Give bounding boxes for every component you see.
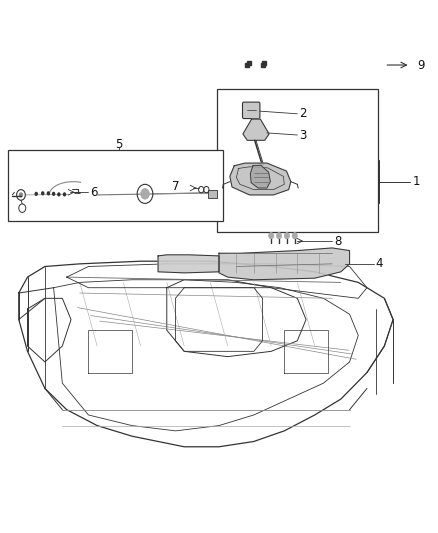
Polygon shape <box>251 165 270 188</box>
Circle shape <box>57 192 60 197</box>
Text: 3: 3 <box>300 128 307 141</box>
Polygon shape <box>219 248 350 280</box>
Text: 6: 6 <box>90 186 97 199</box>
Bar <box>217 89 378 232</box>
Bar <box>208 190 217 198</box>
Text: 4: 4 <box>376 257 383 270</box>
Circle shape <box>276 232 282 239</box>
Text: 5: 5 <box>115 138 123 151</box>
Circle shape <box>268 232 274 239</box>
Circle shape <box>19 192 23 198</box>
Circle shape <box>35 192 38 196</box>
Circle shape <box>141 189 149 199</box>
Text: 1: 1 <box>413 175 420 188</box>
Polygon shape <box>158 255 219 273</box>
Text: 9: 9 <box>417 59 424 71</box>
Circle shape <box>47 191 50 196</box>
Bar <box>8 150 223 221</box>
Circle shape <box>41 191 45 196</box>
Circle shape <box>284 232 290 239</box>
Circle shape <box>292 232 297 239</box>
Text: 8: 8 <box>334 235 342 247</box>
FancyBboxPatch shape <box>243 102 260 118</box>
Text: 7: 7 <box>172 180 180 193</box>
Polygon shape <box>243 119 269 140</box>
Circle shape <box>52 192 55 196</box>
Circle shape <box>63 192 66 197</box>
Text: 2: 2 <box>300 107 307 120</box>
Polygon shape <box>230 163 291 195</box>
